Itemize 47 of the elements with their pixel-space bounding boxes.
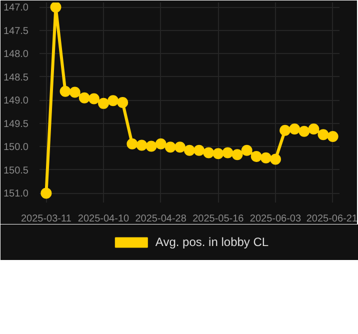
point: [327, 130, 338, 142]
point: [117, 97, 128, 108]
y-tick-label: 149.0: [3, 96, 29, 107]
point: [155, 138, 166, 150]
y-tick-label: 149.5: [3, 118, 29, 130]
point: [289, 124, 300, 134]
y-tick-label: 147.0: [3, 2, 29, 14]
x-tick-label: 2025-03-11: [20, 214, 72, 224]
point: [146, 140, 157, 152]
y-tick-label: 148.0: [3, 49, 29, 60]
point: [78, 92, 90, 104]
y-tick-label: 147.5: [3, 26, 29, 37]
y-tick-label: 148.5: [3, 72, 29, 84]
point: [50, 2, 62, 13]
point: [164, 142, 176, 153]
point: [69, 86, 80, 98]
point: [174, 142, 186, 153]
y-tick-label: 150.0: [3, 142, 29, 154]
point: [241, 144, 252, 156]
point: [88, 93, 100, 104]
point: [318, 129, 329, 140]
point: [260, 152, 272, 164]
y-tick-label: 151.0: [3, 188, 29, 200]
point: [298, 126, 310, 137]
point: [250, 150, 262, 162]
point: [203, 147, 214, 158]
point: [270, 154, 281, 165]
y-tick-label: 150.5: [3, 165, 29, 176]
legend-label: Avg. pos. in lobby CL: [155, 235, 269, 249]
x-tick-label: 2025-06-21: [306, 214, 358, 224]
point: [108, 95, 119, 106]
point: [184, 144, 195, 156]
point: [222, 147, 234, 158]
point: [308, 124, 320, 134]
point: [194, 144, 205, 156]
point: [136, 140, 148, 151]
point: [40, 188, 52, 199]
point: [60, 86, 71, 97]
x-tick-label: 2025-04-10: [78, 214, 130, 224]
point: [126, 138, 138, 150]
x-tick-label: 2025-05-16: [192, 214, 244, 224]
x-tick-label: 2025-06-03: [250, 214, 302, 224]
point: [280, 124, 291, 136]
point: [212, 148, 224, 160]
point: [232, 149, 243, 160]
x-tick-label: 2025-04-28: [135, 214, 187, 224]
point: [98, 98, 110, 109]
